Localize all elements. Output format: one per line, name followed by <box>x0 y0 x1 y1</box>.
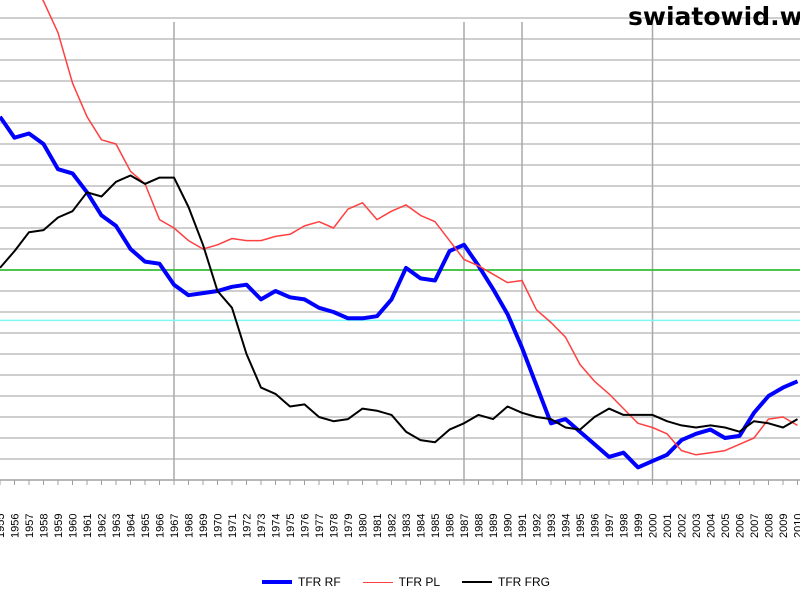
legend: TFR RF TFR PL TFR FRG <box>262 575 550 589</box>
x-tick-label: 2005 <box>720 514 732 538</box>
legend-label-pl: TFR PL <box>398 575 440 589</box>
watermark-title: swiatowid.w <box>628 2 800 31</box>
legend-item-frg: TFR FRG <box>462 575 550 589</box>
x-tick-label: 1957 <box>24 514 36 538</box>
x-tick-label: 1999 <box>633 514 645 538</box>
x-tick-label: 1966 <box>155 514 167 538</box>
legend-swatch-rf <box>262 580 292 584</box>
x-tick-label: 1961 <box>82 514 94 538</box>
x-tick-label: 1998 <box>619 514 631 538</box>
x-tick-label: 1995 <box>575 514 587 538</box>
x-tick-label: 1960 <box>68 514 80 538</box>
x-tick-label: 2001 <box>662 514 674 538</box>
x-tick-label: 1991 <box>517 514 529 538</box>
x-tick-label: 1977 <box>314 514 326 538</box>
x-tick-label: 1979 <box>343 514 355 538</box>
legend-label-rf: TFR RF <box>298 575 341 589</box>
x-tick-label: 1963 <box>111 514 123 538</box>
x-tick-label: 2008 <box>764 514 776 538</box>
x-tick-label: 1988 <box>474 514 486 538</box>
x-tick-label: 1993 <box>546 514 558 538</box>
x-tick-label: 1992 <box>532 514 544 538</box>
x-tick-label: 1959 <box>53 514 65 538</box>
x-tick-label: 1987 <box>459 514 471 538</box>
legend-item-rf: TFR RF <box>262 575 341 589</box>
x-tick-label: 1967 <box>169 514 181 538</box>
x-tick-label: 1955 <box>0 514 7 538</box>
x-tick-label: 1956 <box>10 514 22 538</box>
series-line-tfr-rf <box>0 115 799 470</box>
x-tick-label: 1965 <box>140 514 152 538</box>
x-tick-label: 1971 <box>227 514 239 538</box>
series-line-tfr-frg <box>0 174 799 444</box>
x-tick-label: 1989 <box>488 514 500 538</box>
x-tick-label: 2007 <box>749 514 761 538</box>
x-tick-label: 1996 <box>590 514 602 538</box>
x-tick-label: 1982 <box>387 514 399 538</box>
x-tick-label: 1990 <box>503 514 515 538</box>
x-tick-label: 1980 <box>358 514 370 538</box>
x-tick-label: 2004 <box>706 514 718 538</box>
x-tick-label: 1997 <box>604 514 616 538</box>
x-tick-label: 2009 <box>778 514 790 538</box>
x-tick-label: 2006 <box>735 514 747 538</box>
x-tick-label: 2000 <box>648 514 660 538</box>
legend-swatch-frg <box>462 581 492 583</box>
x-tick-label: 1985 <box>430 514 442 538</box>
x-tick-label: 1981 <box>372 514 384 538</box>
x-tick-label: 1969 <box>198 514 210 538</box>
legend-item-pl: TFR PL <box>362 575 440 589</box>
legend-swatch-pl <box>362 581 393 583</box>
x-tick-label: 1974 <box>271 514 283 538</box>
x-tick-label: 2002 <box>677 514 689 538</box>
x-tick-label: 1983 <box>401 514 413 538</box>
x-tick-label: 1978 <box>329 514 341 538</box>
x-tick-label: 2003 <box>691 514 703 538</box>
x-tick-label: 1975 <box>285 514 297 538</box>
x-tick-label: 1976 <box>300 514 312 538</box>
x-tick-label: 1964 <box>126 514 138 538</box>
x-tick-label: 1970 <box>213 514 225 538</box>
x-tick-label: 1972 <box>242 514 254 538</box>
series-line-tfr-pl <box>41 0 798 456</box>
x-tick-label: 1994 <box>561 514 573 538</box>
x-tick-label: 2010 <box>793 514 800 538</box>
x-tick-label: 1973 <box>256 514 268 538</box>
x-tick-label: 1968 <box>184 514 196 538</box>
x-tick-label: 1962 <box>97 514 109 538</box>
x-tick-label: 1986 <box>445 514 457 538</box>
x-tick-label: 1958 <box>39 514 51 538</box>
x-tick-label: 1984 <box>416 514 428 538</box>
legend-label-frg: TFR FRG <box>498 575 550 589</box>
